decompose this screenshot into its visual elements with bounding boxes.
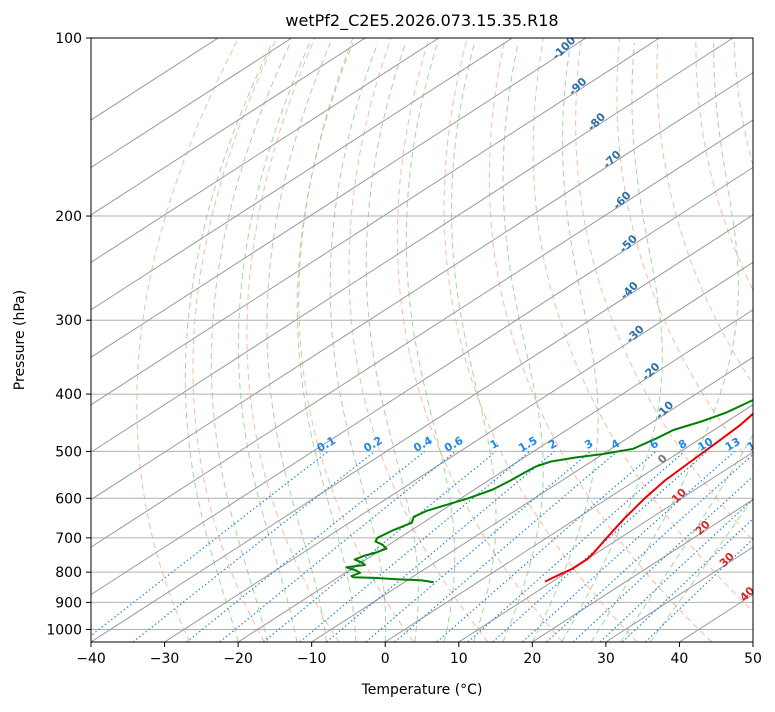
dry-adiabat (136, 38, 240, 642)
adiabat-lines (136, 38, 753, 642)
x-tick-label: −30 (150, 651, 180, 667)
mixing-ratio-line (644, 538, 753, 642)
axes-ticks: −40 −30 −20 −10 0 10 20 30 40 50 100 200 300 400 500 60… (46, 31, 762, 667)
y-axis-label: Pressure (hPa) (12, 290, 28, 390)
y-tick-label: 1000 (46, 622, 82, 638)
mixing-ratio-line (436, 450, 657, 642)
y-tick-label: 700 (55, 531, 82, 547)
isotherm-line (311, 356, 753, 642)
chart-title: wetPf2_C2E5.2026.073.15.35.R18 (285, 11, 558, 31)
skewed-isotherms (91, 38, 753, 642)
y-tick-label: 600 (55, 491, 82, 507)
x-tick-label: 50 (744, 651, 762, 667)
mixing-ratio-line (572, 475, 753, 642)
mixing-ratio-line (365, 450, 591, 642)
dry-adiabat (443, 38, 638, 642)
moist-adiabat (296, 42, 357, 642)
isotherm-line (91, 214, 753, 642)
isotherm-line (532, 499, 753, 642)
isotherm-line (458, 451, 753, 642)
moist-adiabat (210, 42, 291, 642)
moist-adiabat (649, 497, 753, 642)
dry-adiabat (192, 38, 278, 642)
moist-adiabat (184, 42, 273, 642)
dewpoint-profile (345, 398, 753, 584)
dry-adiabat (656, 38, 753, 385)
dry-adiabat (575, 38, 753, 542)
moist-adiabat (329, 42, 387, 642)
dry-adiabat (246, 38, 340, 642)
dry-adiabat (488, 38, 713, 642)
x-tick-label: −10 (297, 651, 327, 667)
mixing-ratio-line (299, 450, 531, 642)
y-tick-label: 900 (55, 595, 82, 611)
sounding-profiles (345, 398, 753, 584)
y-tick-label: 100 (55, 31, 82, 47)
moist-adiabat (238, 42, 311, 642)
isotherm-line (91, 38, 366, 216)
x-tick-label: 20 (523, 651, 541, 667)
y-tick-label: 200 (55, 209, 82, 225)
isotherm-line (91, 38, 734, 453)
mixing-ratio-line (219, 450, 456, 642)
dry-adiabat (348, 38, 489, 642)
isotherm-line (91, 38, 660, 406)
isotherm-line (91, 38, 513, 311)
mixing-ratio-lines (91, 450, 753, 642)
isotherm-line (91, 119, 753, 548)
moist-adiabat (451, 42, 497, 642)
moist-adiabat (590, 43, 739, 642)
x-tick-label: 0 (381, 651, 390, 667)
moist-adiabat (620, 433, 753, 642)
isotherm-line (91, 38, 587, 358)
mixing-ratio-line (263, 450, 497, 642)
moist-adiabat (266, 42, 331, 642)
moist-adiabat (561, 43, 663, 642)
y-tick-label: 500 (55, 444, 82, 460)
x-tick-label: 40 (671, 651, 689, 667)
dry-adiabat (396, 38, 563, 642)
x-tick-label: 10 (450, 651, 468, 667)
mixing-ratio-line (186, 450, 426, 642)
temperature-profile (544, 412, 753, 583)
x-tick-label: 30 (597, 651, 615, 667)
isotherm-line (384, 404, 753, 642)
dry-adiabat (532, 38, 753, 612)
isotherm-line (164, 261, 753, 642)
plot-frame (90, 37, 754, 643)
isotherm-line (91, 38, 440, 263)
y-tick-label: 800 (55, 565, 82, 581)
mixing-ratio-label: 16 (745, 435, 765, 454)
isotherm-line (91, 38, 292, 169)
mixing-ratio-line (326, 450, 555, 642)
isotherm-line (91, 71, 753, 501)
y-tick-label: 300 (55, 313, 82, 329)
x-tick-label: −20 (223, 651, 253, 667)
pressure-gridlines (91, 37, 753, 630)
mixing-ratio-line (622, 517, 753, 642)
moist-adiabat (405, 42, 456, 642)
x-tick-label: −40 (76, 651, 106, 667)
x-axis-label: Temperature (°C) (361, 682, 483, 698)
moist-adiabat (502, 42, 544, 642)
isotherm-line (237, 309, 753, 642)
isotherm-line (91, 166, 753, 596)
y-tick-label: 400 (55, 387, 82, 403)
moist-adiabat (531, 43, 599, 642)
